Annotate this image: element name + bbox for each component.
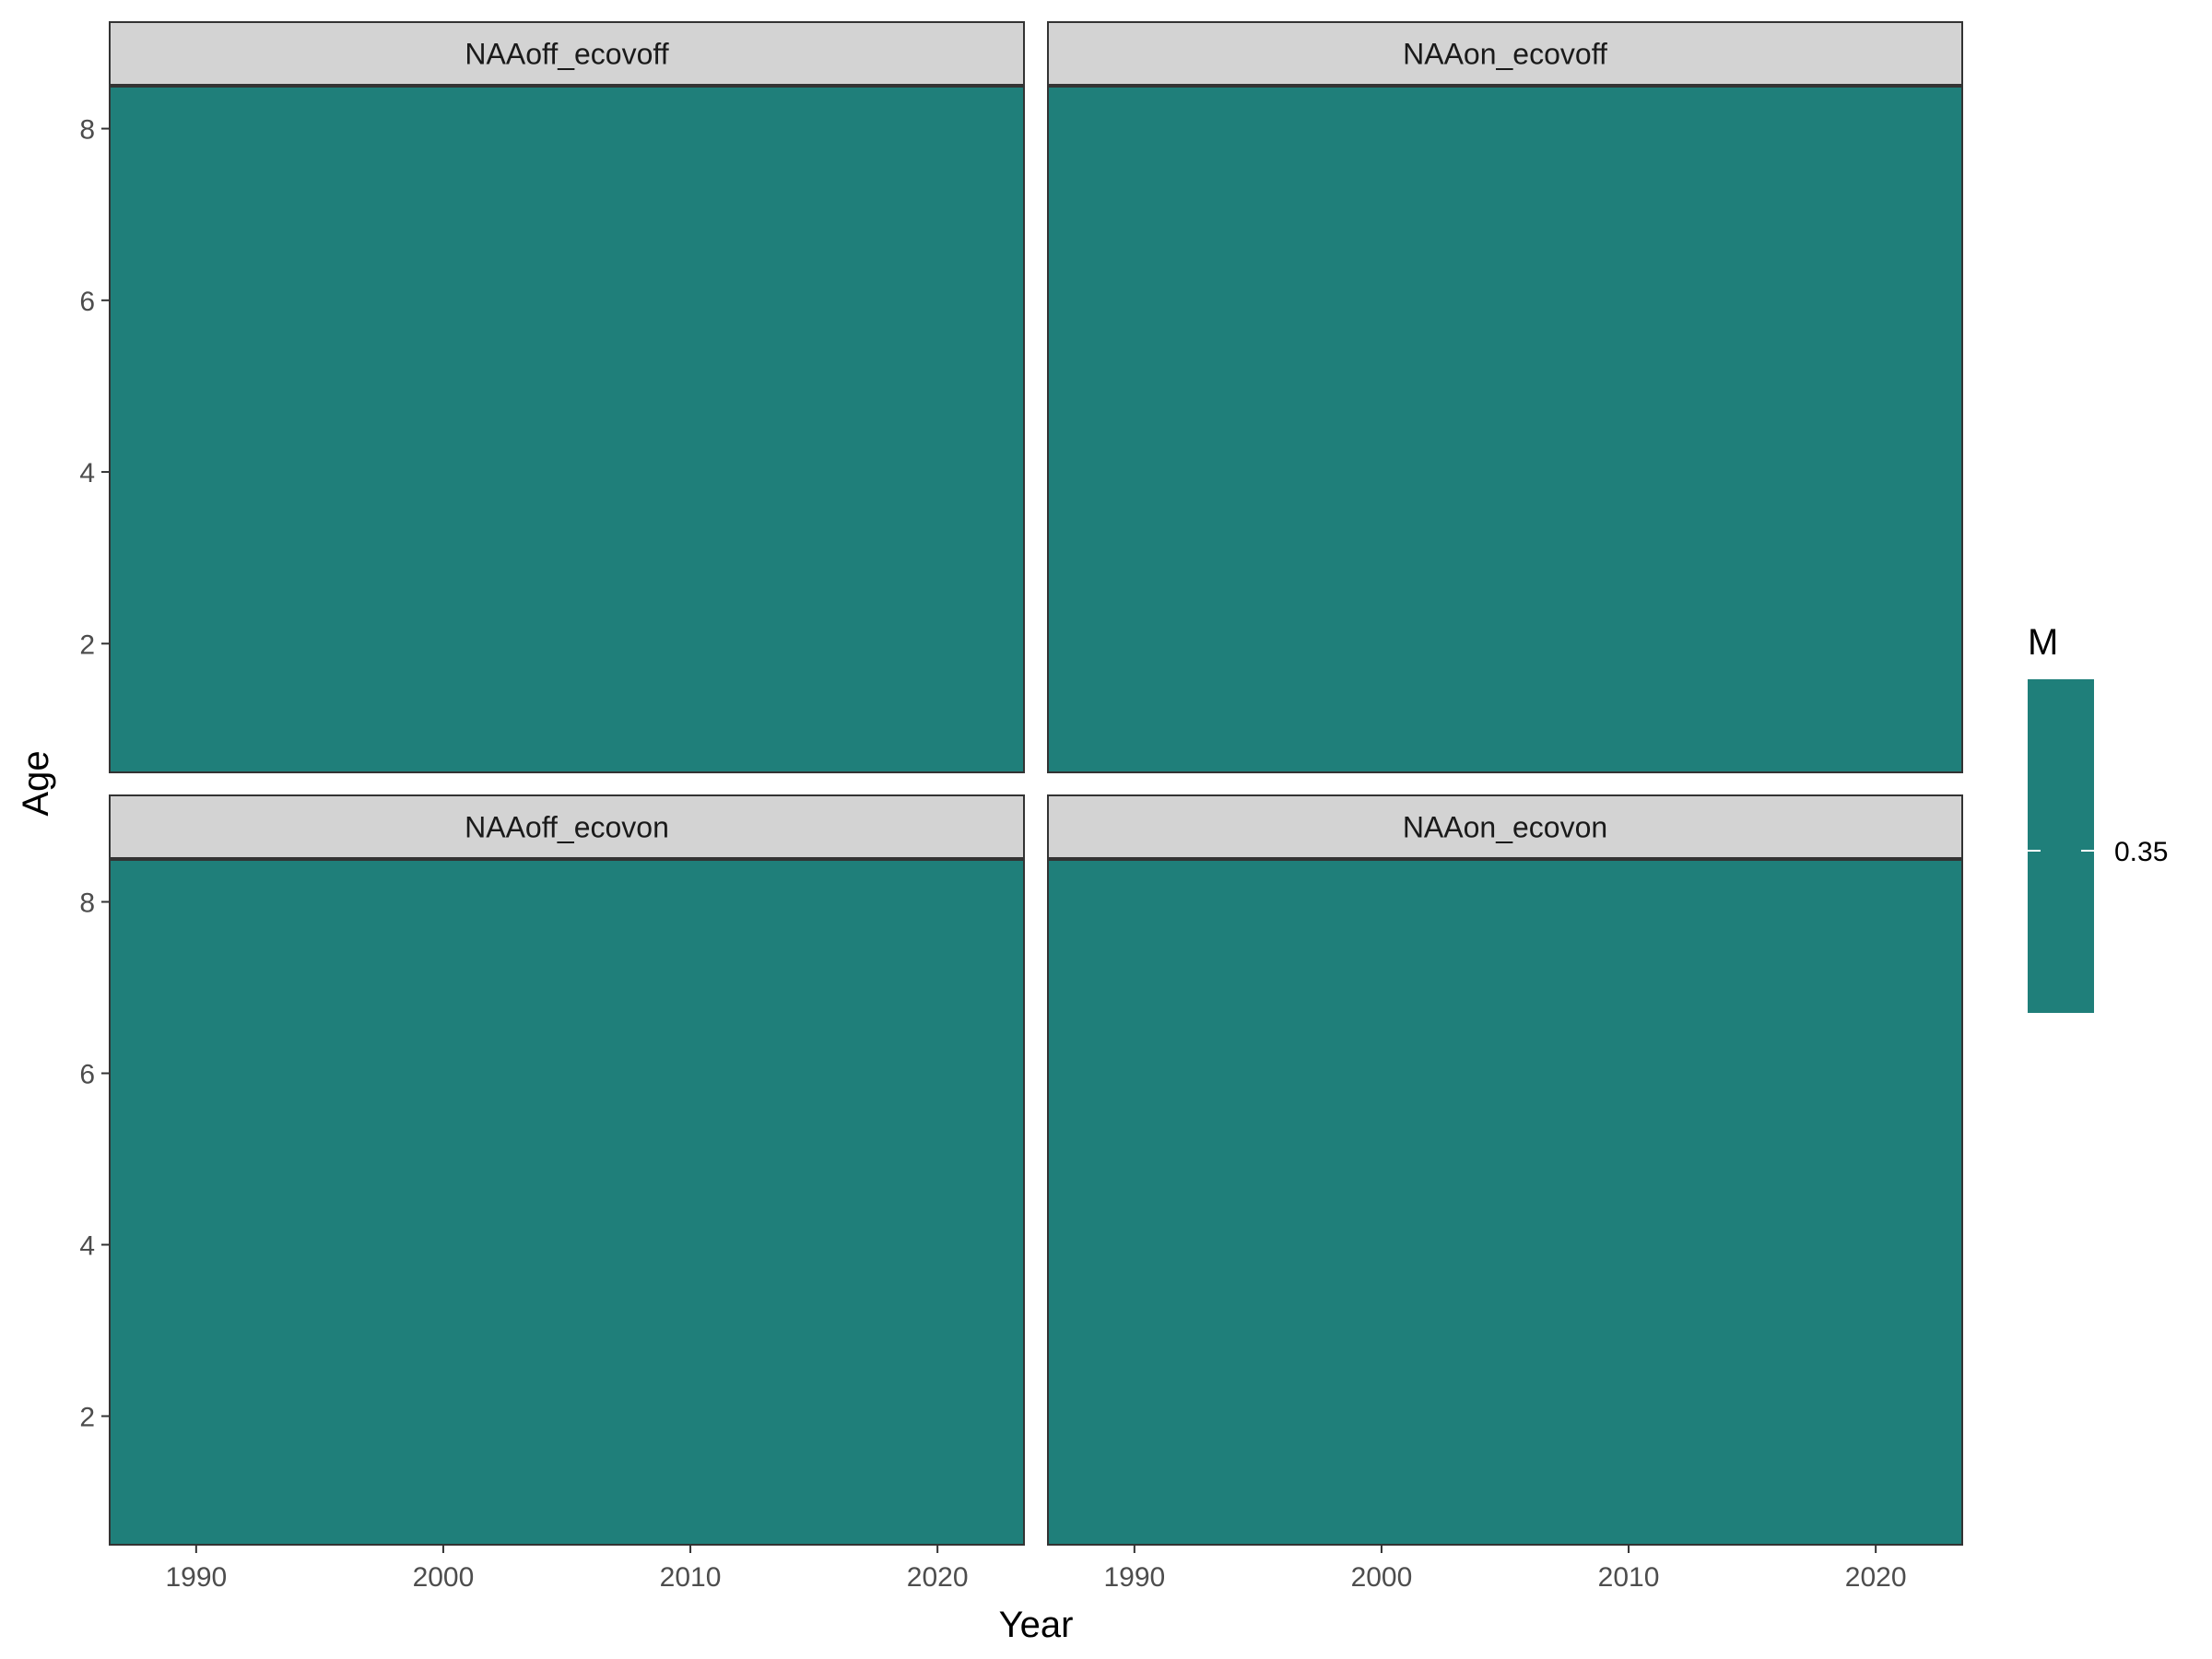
facet-panel: NAAoff_ecovon 2 4 6 8 1990 2000 2010 2020 xyxy=(79,794,1025,1593)
facet-strip-label: NAAoff_ecovoff xyxy=(465,38,668,71)
legend-colorbar xyxy=(2028,679,2094,1013)
legend-break-label: 0.35 xyxy=(2114,837,2168,867)
facet-strip-label: NAAon_ecovoff xyxy=(1403,38,1607,71)
facet-panel: NAAoff_ecovoff 2 4 6 8 xyxy=(79,21,1025,773)
facet-strip xyxy=(109,21,1025,87)
facet-strip-label: NAAoff_ecovon xyxy=(465,811,669,844)
heatmap-cell xyxy=(1048,859,1962,1545)
y-tick-label: 6 xyxy=(79,1060,95,1090)
facet-strip xyxy=(1047,794,1963,860)
x-tick-label: 2010 xyxy=(660,1562,722,1593)
y-tick-label: 2 xyxy=(79,629,95,660)
facet-strip-label: NAAon_ecovon xyxy=(1403,811,1607,844)
y-tick-label: 2 xyxy=(79,1403,95,1433)
facet-strip xyxy=(1047,21,1963,87)
y-tick-label: 4 xyxy=(79,1231,95,1262)
x-tick-label: 1990 xyxy=(165,1562,227,1593)
heatmap-cell xyxy=(110,86,1024,772)
x-tick-label: 2020 xyxy=(1845,1562,1907,1593)
facet-panel: NAAon_ecovoff xyxy=(1047,21,1963,773)
y-tick-label: 4 xyxy=(79,458,95,488)
heatmap-cell xyxy=(110,859,1024,1545)
x-tick-label: 1990 xyxy=(1103,1562,1165,1593)
legend: M 0.35 xyxy=(2028,622,2168,1013)
y-tick-label: 8 xyxy=(79,115,95,146)
x-tick-label: 2020 xyxy=(907,1562,969,1593)
y-tick-label: 8 xyxy=(79,888,95,919)
facet-panels: NAAoff_ecovoff 2 4 6 8 NAAon_ecovoff NAAoff_ec… xyxy=(79,21,1963,1593)
x-tick-label: 2010 xyxy=(1598,1562,1660,1593)
x-axis-title: Year xyxy=(999,1605,1074,1645)
heatmap-cell xyxy=(1048,86,1962,772)
legend-title: M xyxy=(2028,622,2058,663)
x-tick-label: 2000 xyxy=(413,1562,475,1593)
y-tick-label: 6 xyxy=(79,287,95,317)
x-tick-label: 2000 xyxy=(1351,1562,1413,1593)
facet-panel: NAAon_ecovon 1990 2000 2010 2020 xyxy=(1047,794,1963,1593)
y-axis-title: Age xyxy=(16,750,56,816)
